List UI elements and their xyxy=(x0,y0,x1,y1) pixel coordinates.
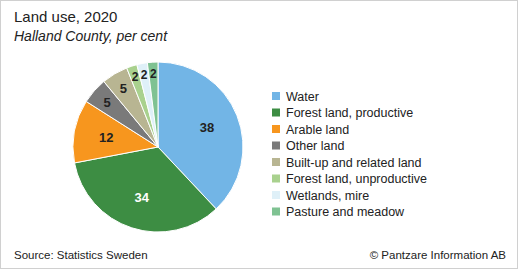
slice xyxy=(75,147,217,232)
data-label: 5 xyxy=(103,95,110,110)
legend-swatch xyxy=(272,109,280,117)
legend-label: Arable land xyxy=(286,123,349,137)
credit: © Pantzare Information AB xyxy=(370,249,507,261)
legend-label: Water xyxy=(286,90,319,104)
legend-swatch xyxy=(272,208,280,216)
data-label: 5 xyxy=(120,81,127,96)
legend-swatch xyxy=(272,142,280,150)
legend-swatch xyxy=(272,191,280,199)
data-label: 2 xyxy=(150,67,157,81)
legend: Water Forest land, productive Arable land O… xyxy=(272,90,427,220)
slice xyxy=(147,62,158,147)
legend-label: Other land xyxy=(286,139,344,153)
data-label: 34 xyxy=(134,190,149,205)
legend-swatch xyxy=(272,125,280,133)
data-label: 2 xyxy=(132,70,139,84)
legend-swatch xyxy=(272,92,280,100)
chart: Land use, 2020 Halland County, per cent 38… xyxy=(0,0,518,269)
legend-label: Built-up and related land xyxy=(286,156,422,170)
slices xyxy=(73,62,243,232)
data-label: 2 xyxy=(141,68,148,82)
frame xyxy=(1,1,518,269)
data-label: 12 xyxy=(99,130,113,145)
legend-label: Pasture and meadow xyxy=(286,205,405,219)
legend-swatch xyxy=(272,158,280,166)
title: Land use, 2020 xyxy=(14,8,117,25)
legend-label: Forest land, productive xyxy=(286,106,413,120)
legend-label: Forest land, unproductive xyxy=(286,172,427,186)
data-labels: 38341255222 xyxy=(99,67,214,205)
data-label: 38 xyxy=(200,120,214,135)
subtitle: Halland County, per cent xyxy=(14,28,168,44)
slice xyxy=(137,63,158,147)
legend-label: Wetlands, mire xyxy=(286,189,369,203)
legend-swatch xyxy=(272,175,280,183)
source: Source: Statistics Sweden xyxy=(14,249,148,261)
